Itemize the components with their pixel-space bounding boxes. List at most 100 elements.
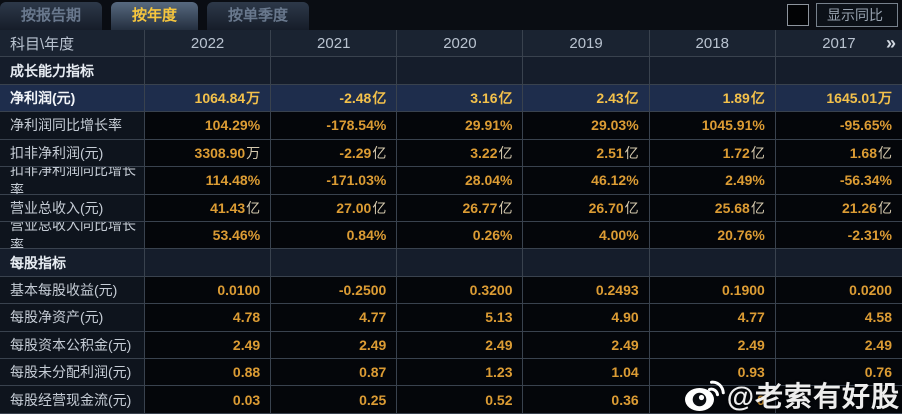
value-number: 0.3200 <box>469 282 513 298</box>
cell-value: -2.48 亿 <box>271 84 398 113</box>
cell-value: 53.46% <box>145 221 272 250</box>
value-number: 0.26% <box>472 227 513 244</box>
cell-value: 0.26% <box>397 221 524 250</box>
cell-value: 1.04 <box>523 359 650 387</box>
row-label: 每股资本公积金(元) <box>0 331 145 360</box>
value-number: 2.49 <box>864 336 892 353</box>
cell-value: -56.34% <box>775 167 902 195</box>
table-row: 扣非净利润(元) 3308.90 万 -2.29 亿 3.22 亿 2.51 亿 1.72 亿 1.6… <box>0 139 902 168</box>
value-unit: 万 <box>877 90 892 107</box>
table-row: 营业总收入(元) 41.43 亿 27.00 亿 26.77 亿 26.70 亿 25.68 亿 21… <box>0 194 902 222</box>
value-number: 1.72 <box>722 144 750 161</box>
value-number: 53.46% <box>212 227 261 244</box>
cell-value: 5.13 <box>397 304 524 332</box>
show-yoy-label[interactable]: 显示同比 <box>816 3 898 27</box>
value-unit: 亿 <box>624 90 639 107</box>
cell-value: 0.0200 <box>775 276 902 305</box>
value-number: 2.49% <box>725 172 765 189</box>
cell-value: 27.00 亿 <box>271 194 398 222</box>
row-label: 扣非净利润(元) <box>0 139 145 168</box>
value-unit: 亿 <box>498 199 513 216</box>
show-yoy-checkbox[interactable] <box>787 4 809 26</box>
value-unit: 亿 <box>372 144 387 161</box>
tab-report-period[interactable]: 按报告期 <box>0 2 103 30</box>
row-label: 每股净资产(元) <box>0 304 145 332</box>
row-label: 每股指标 <box>0 249 145 277</box>
section-row: 成长能力指标 <box>0 57 902 85</box>
cell-value <box>145 249 272 277</box>
cell-value <box>397 57 524 85</box>
value-number: 26.77 <box>462 199 498 216</box>
year-label: 2020 <box>443 34 477 52</box>
cell-value: 4.58 <box>775 304 902 332</box>
cell-value: 1.89 亿 <box>649 84 776 113</box>
cell-value: 104.29% <box>145 112 272 140</box>
cell-value: 41.43 亿 <box>145 194 272 222</box>
year-header-2022: 2022 <box>145 30 272 58</box>
value-number: 1.04 <box>611 364 639 381</box>
value-unit: 亿 <box>498 90 513 107</box>
row-label: 每股经营现金流(元) <box>0 386 145 414</box>
year-label: 2022 <box>190 34 225 52</box>
tab-quarterly[interactable]: 按单季度 <box>207 2 310 30</box>
tab-yearly[interactable]: 按年度 <box>111 2 199 30</box>
year-header-2017: 2017 » <box>775 30 902 58</box>
value-unit: 亿 <box>246 199 261 216</box>
value-number: 2.51 <box>596 144 624 161</box>
table-header-row: 科目\年度 2022 2021 2020 2019 2018 2017 » <box>0 30 902 58</box>
value-number: 1.68 <box>849 144 877 161</box>
cell-value: 2.49 <box>775 331 902 360</box>
value-number: -56.34% <box>839 172 892 189</box>
cell-value <box>775 57 902 85</box>
row-label: 成长能力指标 <box>0 57 145 85</box>
value-number: 1645.01 <box>826 90 877 107</box>
value-unit: 亿 <box>372 199 387 216</box>
cell-value: 0 <box>649 386 776 414</box>
cell-value: 1064.84 万 <box>145 84 272 113</box>
row-label: 净利润(元) <box>0 84 145 113</box>
more-years-icon[interactable]: » <box>885 33 896 54</box>
value-number: 46.12% <box>591 172 639 189</box>
cell-value: 2.49 <box>523 331 650 360</box>
cell-value: 0.2493 <box>523 276 650 305</box>
cell-value: 3308.90 万 <box>145 139 272 168</box>
cell-value <box>271 249 398 277</box>
value-number: 0.52 <box>485 391 513 408</box>
value-number: 0.36 <box>611 391 639 408</box>
value-number: -2.31% <box>847 227 892 244</box>
cell-value: 0.0100 <box>145 276 272 305</box>
value-number: 0.03 <box>232 391 261 408</box>
row-label: 营业总收入(元) <box>0 194 145 222</box>
table-row: 净利润(元) 1064.84 万 -2.48 亿 3.16 亿 2.43 亿 1.89 亿 1645.… <box>0 84 902 113</box>
cell-value: 1045.91% <box>649 112 776 140</box>
value-number: 4.00% <box>598 227 639 244</box>
corner-header: 科目\年度 <box>0 30 145 58</box>
year-header-2020: 2020 <box>397 30 524 58</box>
cell-value <box>649 249 776 277</box>
value-number: 41.43 <box>210 199 246 216</box>
row-label: 净利润同比增长率 <box>0 112 145 140</box>
cell-value: 2.51 亿 <box>523 139 650 168</box>
value-number: 2.49 <box>359 336 387 353</box>
value-unit: 亿 <box>624 144 639 161</box>
value-number: 4.90 <box>611 309 639 326</box>
value-number: 29.03% <box>591 117 639 134</box>
cell-value: 2.43 亿 <box>523 84 650 113</box>
cell-value: 0.76 <box>775 359 902 387</box>
value-unit: 亿 <box>498 144 513 161</box>
value-number: 1.23 <box>485 364 513 381</box>
value-number: 0.0100 <box>217 282 261 298</box>
cell-value: 4.78 <box>145 304 272 332</box>
cell-value <box>523 249 650 277</box>
cell-value: -0.2500 <box>271 276 398 305</box>
value-unit: 亿 <box>372 90 387 107</box>
value-number: 0.25 <box>359 391 387 408</box>
value-unit: 亿 <box>877 199 892 216</box>
cell-value: 0.93 <box>649 359 776 387</box>
cell-value: 4.77 <box>271 304 398 332</box>
cell-value: 1.23 <box>397 359 524 387</box>
value-unit: 万 <box>246 144 261 161</box>
value-number: 1064.84 <box>194 90 246 107</box>
value-number: 0.88 <box>232 364 261 381</box>
table-row: 每股净资产(元) 4.78 4.77 5.13 4.90 4.77 4.58 <box>0 304 902 332</box>
